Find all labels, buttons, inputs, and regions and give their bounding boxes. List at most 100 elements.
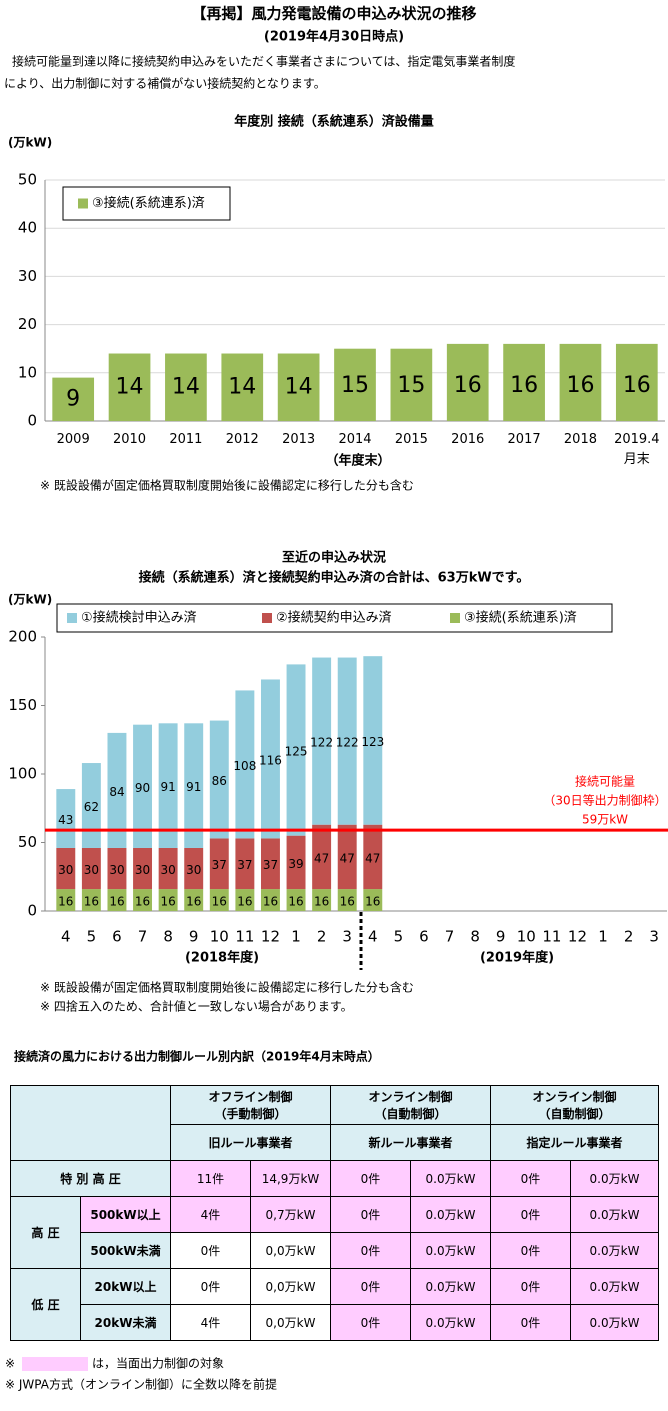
x-tick-label: 2019.4月末: [614, 432, 660, 467]
bar-segment: [286, 664, 306, 836]
bar-segment: [312, 824, 332, 890]
data-label: 15: [397, 373, 425, 398]
cell: 0.0万kW: [570, 1160, 659, 1197]
data-label: 47: [365, 851, 380, 865]
chart-footnote: ※ 既設設備が固定価格買取制度開始後に設備認定に移行した分も含む: [40, 980, 414, 995]
data-label: 30: [135, 863, 150, 877]
legend-label: ①接続検討申込み済: [81, 610, 197, 626]
note: 接続可能量到達以降に接続契約申込みをいただく事業者さまについては、指定電気事業者…: [12, 54, 515, 69]
rule-head: 旧ルール事業者: [170, 1124, 331, 1161]
bar-segment: [337, 824, 357, 890]
cell: 11件: [170, 1160, 251, 1197]
y-unit: (万kW): [8, 593, 52, 607]
cell: 0件: [490, 1232, 571, 1269]
data-label: 16: [186, 895, 201, 909]
x-tick-label: 6: [112, 928, 122, 946]
y-tick-label: 40: [18, 219, 37, 237]
bar-segment: [260, 838, 280, 890]
bar-segment: [337, 889, 357, 911]
x-tick-label: 2011: [169, 432, 203, 447]
cell: 0件: [330, 1196, 411, 1233]
data-label: 16: [340, 895, 355, 909]
data-label: 37: [263, 858, 278, 872]
x-tick-label: 2017: [508, 432, 541, 447]
bar-segment: [107, 889, 127, 911]
x-tick-label: 10: [210, 928, 229, 946]
x-tick-label: 2010: [113, 432, 146, 447]
cell: 0.0万kW: [570, 1268, 659, 1305]
data-label: 15: [341, 373, 369, 398]
x-tick-label: 2012: [226, 432, 259, 447]
x-tick-label: 5: [87, 928, 97, 946]
x-tick-text: 2019.4月末: [614, 432, 660, 467]
bar: [446, 343, 489, 421]
data-label: 9: [66, 386, 80, 411]
data-label: 16: [135, 895, 150, 909]
data-label: 16: [84, 895, 99, 909]
x-tick-label: 3: [649, 928, 659, 946]
bar-segment: [81, 763, 101, 848]
x-tick-label: 11: [542, 928, 561, 946]
x-tick-label: 8: [163, 928, 173, 946]
x-tick-text: 2011: [169, 432, 203, 447]
cell: 0件: [170, 1268, 251, 1305]
y-unit: (万kW): [8, 136, 52, 150]
cell: 500kW以上: [80, 1196, 171, 1233]
bar-segment: [209, 720, 229, 839]
data-label: 37: [212, 858, 227, 872]
bar: [503, 343, 545, 421]
data-label: 108: [233, 759, 256, 773]
cell: 500kW未満: [80, 1232, 171, 1269]
bar: [390, 348, 433, 421]
data-label: 122: [336, 736, 359, 750]
data-label: 122: [310, 736, 333, 750]
y-tick-label: 10: [18, 363, 37, 381]
y-tick-label: 50: [18, 833, 37, 851]
data-label: 14: [172, 374, 200, 399]
y-tick-label: 150: [8, 696, 37, 714]
footnote: ※ JWPA方式（オンライン制御）に全数以降を前提: [5, 1377, 277, 1392]
x-tick-label: 2016: [451, 432, 484, 447]
reference-label: （30日等出力制御枠）: [543, 793, 666, 808]
x-tick-label: 12: [568, 928, 587, 946]
bar-segment: [312, 889, 332, 911]
x-tick-label: 10: [517, 928, 536, 946]
corner: [10, 1085, 171, 1161]
bar-segment: [56, 847, 76, 890]
bar-segment: [235, 690, 255, 839]
data-label: 47: [340, 851, 355, 865]
x-tick-label: 2: [624, 928, 634, 946]
data-label: 86: [212, 774, 227, 788]
bar-segment: [133, 847, 153, 890]
bar-segment: [107, 732, 127, 848]
bar-segment: [184, 723, 204, 848]
bar-segment: [363, 656, 383, 825]
bar: [277, 353, 320, 421]
data-label: 16: [623, 373, 651, 398]
x-tick-text: 2018: [563, 432, 597, 447]
data-label: 39: [288, 857, 303, 871]
reference-label: 59万kW: [582, 813, 628, 827]
y-tick-label: 30: [18, 267, 37, 285]
x-tick-text: 2009: [56, 432, 90, 447]
cell: 0.0万kW: [410, 1232, 491, 1269]
data-label: 16: [237, 895, 252, 909]
cell: 0.0万kW: [570, 1304, 659, 1341]
bar: [165, 353, 207, 421]
data-label: 16: [58, 895, 73, 909]
chart-title: 年度別 接続（系統連系）済設備量: [234, 114, 434, 130]
bar: [52, 377, 95, 421]
x-tick-label: 9: [496, 928, 506, 946]
bar: [615, 343, 658, 421]
x-tick-label: 7: [445, 928, 455, 946]
highlight-swatch: [22, 1357, 88, 1371]
bar-segment: [312, 657, 332, 825]
bar-segment: [260, 679, 280, 839]
cell: 0.0万kW: [410, 1268, 491, 1305]
data-label: 16: [212, 895, 227, 909]
cell: 0件: [490, 1268, 571, 1305]
y-tick-label: 20: [18, 315, 37, 333]
bar-segment: [235, 889, 255, 911]
bar-segment: [286, 835, 306, 890]
cell: 0,0万kW: [250, 1232, 331, 1269]
